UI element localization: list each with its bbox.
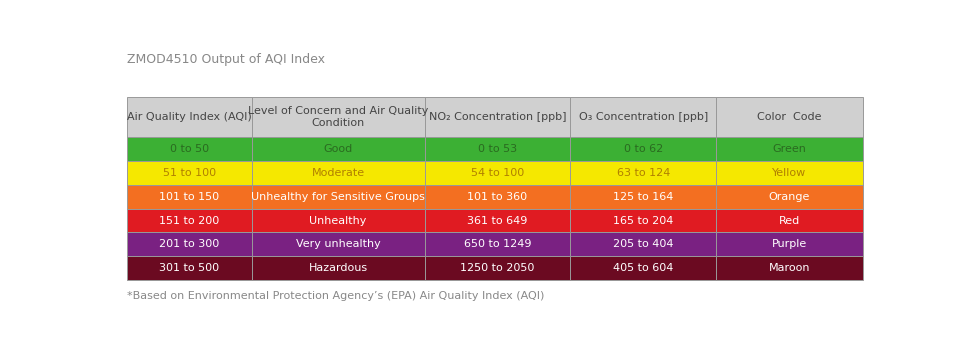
Bar (716, 137, 863, 160)
Bar (126, 256, 252, 280)
Text: 405 to 604: 405 to 604 (613, 263, 674, 273)
Text: Red: Red (779, 215, 800, 225)
Bar (425, 185, 570, 208)
Text: 63 to 124: 63 to 124 (617, 168, 670, 178)
Text: Unhealthy: Unhealthy (310, 215, 367, 225)
Bar (126, 208, 252, 233)
Bar (126, 97, 252, 137)
Bar (570, 160, 716, 185)
Text: Unhealthy for Sensitive Groups: Unhealthy for Sensitive Groups (251, 192, 426, 202)
Bar (716, 97, 863, 137)
Bar (425, 97, 570, 137)
Text: 51 to 100: 51 to 100 (162, 168, 216, 178)
Bar (570, 97, 716, 137)
Text: 0 to 53: 0 to 53 (478, 144, 517, 154)
Bar (425, 256, 570, 280)
Text: 0 to 62: 0 to 62 (623, 144, 663, 154)
Bar (716, 160, 863, 185)
Text: Green: Green (772, 144, 806, 154)
Text: 101 to 150: 101 to 150 (159, 192, 219, 202)
Text: 54 to 100: 54 to 100 (471, 168, 524, 178)
Text: Moderate: Moderate (312, 168, 365, 178)
Text: 361 to 649: 361 to 649 (467, 215, 528, 225)
Bar (252, 97, 425, 137)
Text: 101 to 360: 101 to 360 (467, 192, 528, 202)
Bar (570, 233, 716, 256)
Text: 165 to 204: 165 to 204 (613, 215, 674, 225)
Bar (716, 185, 863, 208)
Text: 151 to 200: 151 to 200 (159, 215, 219, 225)
Text: *Based on Environmental Protection Agency’s (EPA) Air Quality Index (AQI): *Based on Environmental Protection Agenc… (126, 291, 544, 301)
Text: 1250 to 2050: 1250 to 2050 (460, 263, 535, 273)
Text: Orange: Orange (768, 192, 810, 202)
Text: 205 to 404: 205 to 404 (613, 240, 674, 250)
Bar (252, 160, 425, 185)
Bar (570, 256, 716, 280)
Bar (425, 208, 570, 233)
Bar (252, 208, 425, 233)
Text: 125 to 164: 125 to 164 (613, 192, 674, 202)
Text: ZMOD4510 Output of AQI Index: ZMOD4510 Output of AQI Index (126, 53, 324, 66)
Text: Maroon: Maroon (768, 263, 810, 273)
Text: Good: Good (323, 144, 353, 154)
Bar (252, 233, 425, 256)
Text: NO₂ Concentration [ppb]: NO₂ Concentration [ppb] (428, 112, 566, 122)
Bar (252, 185, 425, 208)
Bar (126, 185, 252, 208)
Bar (570, 137, 716, 160)
Bar (126, 160, 252, 185)
Text: 201 to 300: 201 to 300 (159, 240, 219, 250)
Bar (252, 137, 425, 160)
Text: Color  Code: Color Code (758, 112, 821, 122)
Text: Level of Concern and Air Quality
Condition: Level of Concern and Air Quality Conditi… (248, 106, 428, 128)
Bar (425, 137, 570, 160)
Text: Yellow: Yellow (772, 168, 807, 178)
Text: Very unhealthy: Very unhealthy (296, 240, 380, 250)
Bar (126, 137, 252, 160)
Text: Purple: Purple (772, 240, 807, 250)
Bar (252, 256, 425, 280)
Bar (716, 256, 863, 280)
Text: Hazardous: Hazardous (309, 263, 368, 273)
Text: Air Quality Index (AQI): Air Quality Index (AQI) (126, 112, 252, 122)
Text: 301 to 500: 301 to 500 (159, 263, 219, 273)
Bar (126, 233, 252, 256)
Bar (716, 208, 863, 233)
Text: 0 to 50: 0 to 50 (170, 144, 208, 154)
Bar (425, 160, 570, 185)
Bar (716, 233, 863, 256)
Text: 650 to 1249: 650 to 1249 (464, 240, 532, 250)
Bar (425, 233, 570, 256)
Text: O₃ Concentration [ppb]: O₃ Concentration [ppb] (579, 112, 708, 122)
Bar (570, 185, 716, 208)
Bar (570, 208, 716, 233)
